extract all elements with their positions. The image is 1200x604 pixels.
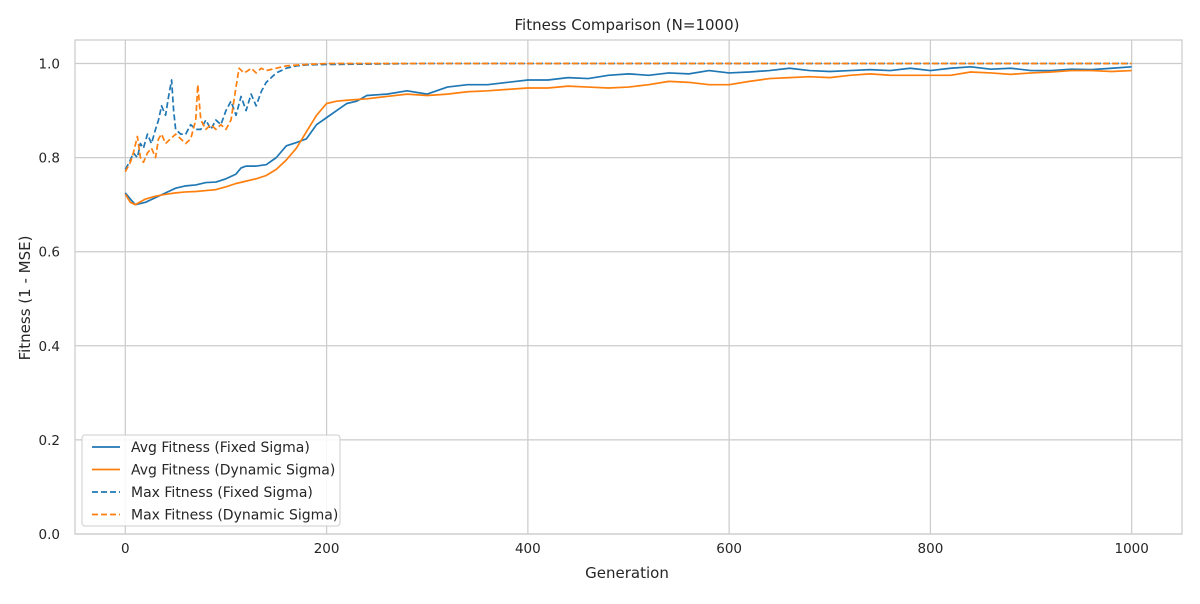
x-tick-label: 200 <box>314 541 340 557</box>
x-tick-label: 600 <box>716 541 742 557</box>
chart-title: Fitness Comparison (N=1000) <box>515 16 740 34</box>
plot-frame <box>74 39 1183 535</box>
legend-box <box>81 434 341 527</box>
series-line-2 <box>124 69 1132 206</box>
y-tick-label: 1.0 <box>39 57 60 73</box>
y-tick-label: 0.8 <box>39 151 60 167</box>
series-line-1 <box>124 65 1132 206</box>
y-tick-label: 0.0 <box>39 527 60 543</box>
legend-label: Max Fitness (Fixed Sigma) <box>131 485 313 501</box>
x-tick-label: 800 <box>918 541 944 557</box>
x-tick-label: 1000 <box>1115 541 1149 557</box>
y-tick-label: 0.6 <box>39 245 60 261</box>
y-tick-label: 0.2 <box>39 433 60 449</box>
legend-label: Avg Fitness (Dynamic Sigma) <box>131 463 335 479</box>
legend-label: Max Fitness (Dynamic Sigma) <box>131 508 338 524</box>
legend-entries: Avg Fitness (Fixed Sigma) Avg Fitness (Dy… <box>92 440 338 524</box>
legend: Avg Fitness (Fixed Sigma) Avg Fitness (Dy… <box>81 434 341 527</box>
y-tick-label: 0.4 <box>39 339 60 355</box>
series-group <box>124 62 1132 206</box>
x-axis-label: Generation <box>585 564 669 582</box>
x-tick-label: 400 <box>515 541 541 557</box>
series-line-4 <box>124 62 1132 173</box>
y-axis-label: Fitness (1 - MSE) <box>16 236 34 361</box>
tick-labels: 0 200 400 600 800 1000 0.0 0.2 0.4 0.6 0.8 1.0 <box>39 57 1149 557</box>
legend-label: Avg Fitness (Fixed Sigma) <box>131 440 310 456</box>
x-tick-label: 0 <box>121 541 130 557</box>
